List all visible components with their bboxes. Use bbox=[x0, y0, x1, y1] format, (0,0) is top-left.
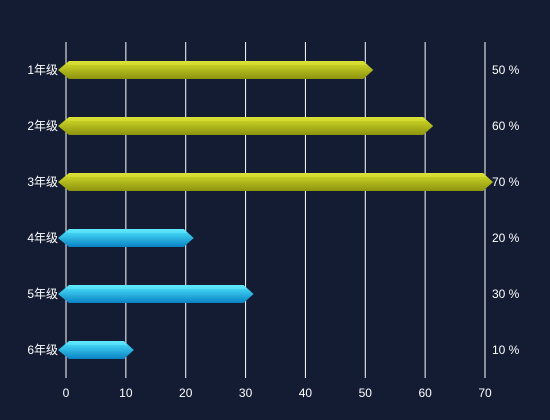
bar bbox=[58, 285, 254, 303]
value-label: 50 % bbox=[492, 63, 520, 77]
bar bbox=[58, 61, 374, 79]
category-label: 2年级 bbox=[27, 119, 58, 133]
bar-highlight bbox=[67, 341, 128, 345]
x-tick-label: 10 bbox=[119, 386, 133, 400]
x-tick-label: 60 bbox=[418, 386, 432, 400]
value-label: 30 % bbox=[492, 287, 520, 301]
category-label: 5年级 bbox=[27, 287, 58, 301]
bar-highlight bbox=[67, 173, 487, 177]
x-tick-label: 20 bbox=[179, 386, 193, 400]
x-tick-label: 0 bbox=[63, 386, 70, 400]
category-label: 6年级 bbox=[27, 343, 58, 357]
value-label: 60 % bbox=[492, 119, 520, 133]
bar-highlight bbox=[67, 117, 428, 121]
x-tick-label: 70 bbox=[478, 386, 492, 400]
bar bbox=[58, 117, 434, 135]
value-label: 70 % bbox=[492, 175, 520, 189]
category-label: 4年级 bbox=[27, 231, 58, 245]
value-label: 10 % bbox=[492, 343, 520, 357]
x-tick-label: 40 bbox=[299, 386, 313, 400]
grid-lines bbox=[65, 42, 486, 378]
bar bbox=[58, 341, 134, 359]
x-tick-label: 50 bbox=[359, 386, 373, 400]
bar-highlight bbox=[67, 61, 368, 65]
bar bbox=[58, 173, 493, 191]
bars bbox=[58, 61, 493, 359]
category-label: 1年级 bbox=[27, 63, 58, 77]
bar bbox=[58, 229, 194, 247]
bar-highlight bbox=[67, 229, 188, 233]
value-label: 20 % bbox=[492, 231, 520, 245]
x-tick-label: 30 bbox=[239, 386, 253, 400]
category-label: 3年级 bbox=[27, 175, 58, 189]
labels: 0 10 20 30 40 50 60 70 1年级 50 % 2年级 60 % 3年级 70 % 4年级 2… bbox=[27, 63, 519, 400]
bar-highlight bbox=[67, 285, 248, 289]
